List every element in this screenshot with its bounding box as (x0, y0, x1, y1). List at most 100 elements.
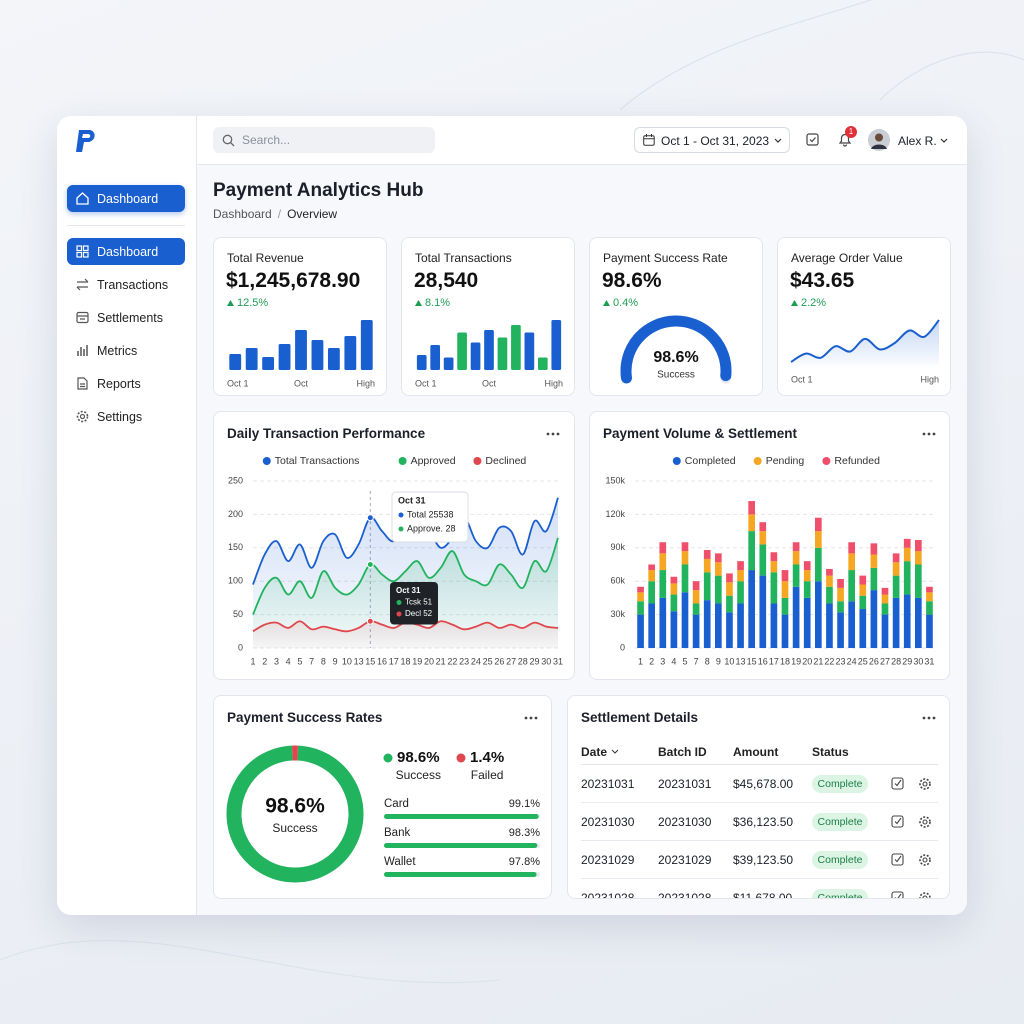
nav-item[interactable]: Settings (67, 403, 185, 430)
nav-item[interactable]: Reports (67, 370, 185, 397)
gear-icon (919, 816, 931, 828)
x-tick-label: 16 (758, 656, 768, 666)
legend-label: Total Transactions (275, 455, 360, 467)
breadcrumb: Dashboard / Overview (213, 207, 337, 221)
bar-segment (881, 587, 889, 595)
x-tick-label: 31 (553, 656, 563, 666)
bar-segment (781, 570, 789, 582)
sidebar-divider (67, 225, 185, 226)
table-cell: 20231031 (658, 777, 712, 791)
y-tick-label: 250 (228, 475, 243, 485)
edit-check (894, 893, 902, 898)
kpi-title: Total Transactions (415, 251, 512, 265)
top-dashboard-button[interactable]: Dashboard (67, 185, 185, 212)
avatar[interactable] (868, 129, 890, 151)
bar-segment (715, 562, 722, 576)
legend-value: 98.6% (397, 749, 440, 766)
gear-hub (922, 857, 928, 863)
bar-segment (737, 561, 744, 571)
menu-dot (529, 716, 533, 720)
bar-segment (726, 582, 733, 596)
nav-item[interactable]: Metrics (67, 337, 185, 364)
gauge-value-label: 98.6% (653, 349, 698, 366)
table-cell: 20231028 (658, 891, 712, 899)
axis-label: Oct 1 (227, 378, 249, 388)
y-tick-label: 150k (605, 475, 625, 485)
bar-segment (859, 584, 867, 596)
up-arrow (227, 300, 234, 306)
y-tick-label: 120k (605, 509, 625, 519)
tooltip-text: Oct 31 (396, 586, 421, 595)
tooltip-marker (396, 600, 402, 605)
date-range-picker[interactable]: Oct 1 - Oct 31, 2023 (634, 127, 790, 153)
search-box[interactable]: Search... (213, 127, 435, 153)
status-pill: Complete (812, 775, 868, 793)
y-tick-label: 30k (610, 609, 625, 619)
more-menu[interactable] (922, 715, 936, 721)
y-tick-label: 50 (233, 609, 243, 619)
bar (457, 332, 467, 370)
row-actions[interactable] (891, 777, 935, 791)
bar-segment (837, 578, 844, 588)
row-actions[interactable] (891, 891, 935, 899)
x-tick-label: 10 (342, 656, 352, 666)
x-tick-label: 30 (913, 656, 923, 666)
settings-icon (76, 410, 89, 423)
bar (295, 330, 307, 370)
more-menu[interactable] (546, 431, 560, 437)
bar (327, 348, 340, 370)
bar-segment (648, 570, 655, 582)
bar-segment (792, 586, 800, 648)
table-cell: 20231030 (581, 815, 635, 829)
bar-segment (659, 542, 667, 554)
y-tick-label: 200 (228, 509, 243, 519)
chart: Oct 1 Oct High (415, 320, 563, 388)
row-divider (581, 802, 938, 803)
chart: Oct 1 High (790, 319, 940, 384)
tooltip (390, 582, 438, 625)
legend-marker (753, 457, 762, 465)
column-header[interactable]: Date (581, 745, 608, 759)
tasks-icon[interactable] (806, 133, 820, 147)
bar-segment (715, 575, 722, 604)
bar-segment (737, 603, 744, 648)
bar (511, 325, 521, 370)
bar-segment (892, 597, 900, 648)
x-tick-label: 7 (694, 656, 699, 666)
more-menu[interactable] (922, 431, 936, 437)
bar-segment (770, 552, 778, 562)
x-tick-label: 19 (412, 656, 422, 666)
axis-label: Oct 1 (415, 378, 437, 388)
kpi-change: 0.4% (603, 297, 638, 309)
bar-segment (781, 581, 789, 598)
row-actions[interactable] (891, 815, 935, 829)
bar-segment (903, 538, 911, 548)
bar-segment (848, 601, 855, 648)
bar-segment (826, 586, 833, 604)
chart: Oct 1 Oct High (227, 320, 375, 388)
row-label: Bank (384, 827, 410, 839)
breadcrumb-item[interactable]: Dashboard (213, 207, 272, 221)
x-tick-label: 5 (297, 656, 302, 666)
nav-item[interactable]: Settlements (67, 304, 185, 331)
nav-item[interactable]: Transactions (67, 271, 185, 298)
kpi-title: Total Revenue (227, 251, 304, 265)
x-tick-label: 3 (274, 656, 279, 666)
kpi-title: Average Order Value (791, 251, 903, 265)
table-cell: 20231030 (658, 815, 712, 829)
x-tick-label: 13 (736, 656, 746, 666)
more-menu[interactable] (524, 715, 538, 721)
donut-center-value: 98.6% (265, 795, 325, 818)
sort-chevron (611, 749, 619, 754)
row-actions[interactable] (891, 853, 935, 867)
y-tick-label: 0 (238, 642, 243, 652)
grid-icon (76, 245, 89, 258)
user-name[interactable]: Alex R. (898, 134, 937, 148)
bar-segment (748, 531, 755, 571)
axis-label: High (544, 378, 563, 388)
page-title: Payment Analytics Hub (213, 180, 424, 201)
x-tick-label: 25 (858, 656, 868, 666)
nav-item[interactable]: Dashboard (67, 238, 185, 265)
